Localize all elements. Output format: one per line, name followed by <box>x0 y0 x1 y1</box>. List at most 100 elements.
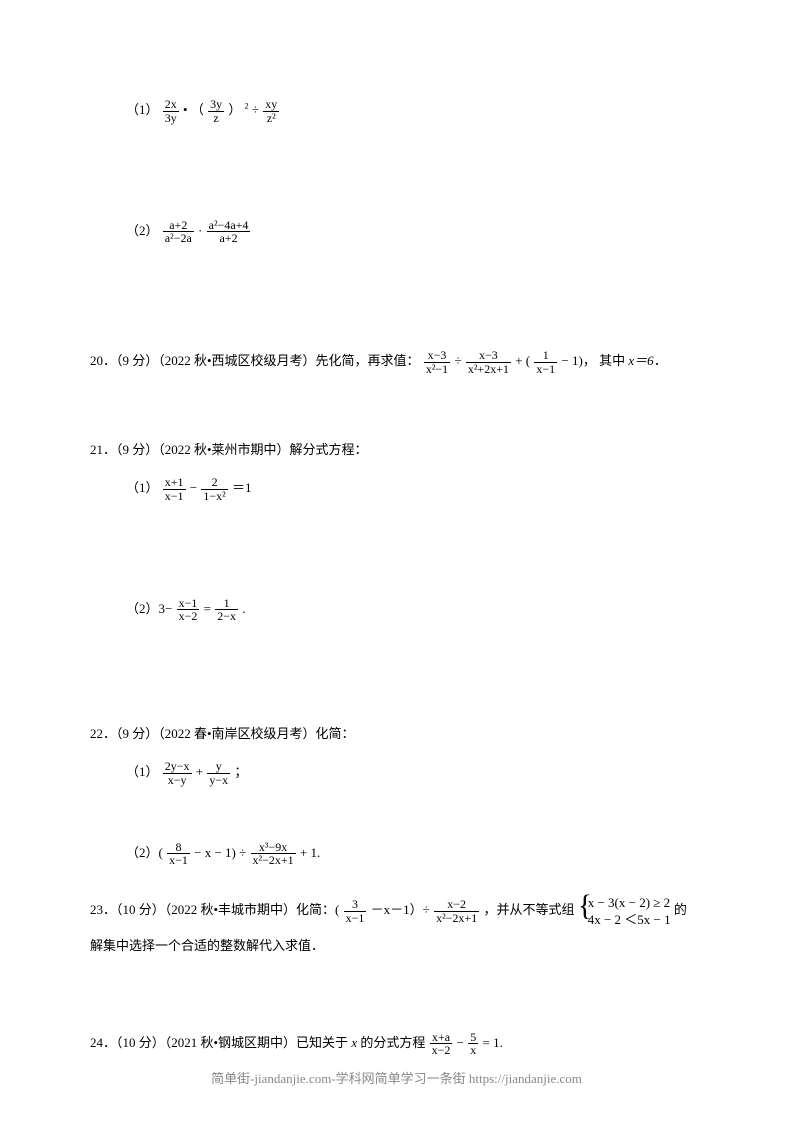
num: 1 <box>215 597 238 611</box>
frac: a²−4a+4 a+2 <box>207 219 251 245</box>
q20: 20．（9 分）（2022 秋•西城区校级月考）先化简，再求值： x−3 x²−… <box>90 347 703 376</box>
den: a²−2a <box>163 232 194 245</box>
op: = 1. <box>482 1035 502 1050</box>
label: （1） <box>126 764 159 779</box>
frac: xy z² <box>263 98 279 124</box>
num: 3y <box>208 98 224 112</box>
num: 5 <box>468 1031 478 1045</box>
num: x³−9x <box>251 841 296 855</box>
op: − <box>190 480 201 495</box>
label: （1） <box>126 102 159 117</box>
frac: 1 2−x <box>215 597 238 623</box>
frac: 3 x−1 <box>344 898 367 924</box>
den: x²−2x+1 <box>251 854 296 867</box>
frac: a+2 a²−2a <box>163 219 194 245</box>
op: + ( <box>515 353 530 368</box>
q22-sub1: （1） 2y−x x−y + y y−x ； <box>90 758 703 787</box>
text: 22．（9 分）（2022 春•南岸区校级月考）化简： <box>90 726 355 741</box>
den: x−2 <box>177 610 200 623</box>
case-row: 4x − 2 ＜5x − 1 <box>588 911 671 929</box>
op: ÷ <box>252 102 259 117</box>
page: （1） 2x 3y • （ 3y z ） 2 ÷ xy z² （2） a+2 a… <box>0 0 793 1122</box>
frac: x−1 x−2 <box>177 597 200 623</box>
num: 2x <box>163 98 179 112</box>
frac: 3y z <box>208 98 224 124</box>
op: ） <box>228 102 241 117</box>
exp: 2 <box>245 102 249 111</box>
page-footer: 简单街-jiandanjie.com-学科网简单学习一条街 https://ji… <box>0 1068 793 1087</box>
frac: 5 x <box>468 1031 478 1057</box>
q22: 22．（9 分）（2022 春•南岸区校级月考）化简： <box>90 720 703 749</box>
frac: 2 1−x² <box>201 476 227 502</box>
spacer <box>90 291 703 347</box>
num: xy <box>263 98 279 112</box>
frac: x−3 x²+2x+1 <box>466 349 511 375</box>
den: x−1 <box>344 912 367 925</box>
label: （2）( <box>126 845 163 860</box>
label: （2）3− <box>126 601 172 616</box>
text: 其中 <box>599 353 628 368</box>
frac: x+a x−2 <box>430 1031 453 1057</box>
frac: x³−9x x²−2x+1 <box>251 841 296 867</box>
case-brace: { x − 3(x − 2) ≥ 2 4x − 2 ＜5x − 1 <box>578 894 671 929</box>
op: + 1. <box>300 845 320 860</box>
text: 的分式方程 <box>360 1035 425 1050</box>
spacer <box>90 549 703 589</box>
op: − 1)， <box>561 353 595 368</box>
q21-sub2: （2）3− x−1 x−2 = 1 2−x . <box>90 595 703 624</box>
op: + <box>196 764 207 779</box>
den: x²−2x+1 <box>434 912 479 925</box>
num: 1 <box>534 349 557 363</box>
spacer <box>90 670 703 720</box>
spacer <box>90 171 703 211</box>
q24: 24．（10 分）（2021 秋•钢城区期中）已知关于 x 的分式方程 x+a … <box>90 1029 703 1058</box>
den: y−x <box>207 774 230 787</box>
den: 3y <box>163 112 179 125</box>
num: 8 <box>167 841 190 855</box>
op: ＝1 <box>232 480 252 495</box>
text: 的 <box>674 902 687 917</box>
var: x＝6． <box>628 353 666 368</box>
text: 解集中选择一个合适的整数解代入求值． <box>90 938 324 953</box>
text: ，并从不等式组 <box>483 902 574 917</box>
spacer <box>90 386 703 436</box>
op: − <box>457 1035 468 1050</box>
label: （2） <box>126 223 159 238</box>
q19-sub2: （2） a+2 a²−2a · a²−4a+4 a+2 <box>90 217 703 246</box>
text: 23．（10 分）（2022 秋•丰城市期中）化简：( <box>90 902 339 917</box>
den: x²+2x+1 <box>466 363 511 376</box>
den: a+2 <box>207 232 251 245</box>
num: 3 <box>344 898 367 912</box>
den: x−1 <box>167 854 190 867</box>
num: a+2 <box>163 219 194 233</box>
den: x−y <box>163 774 192 787</box>
frac: 2y−x x−y <box>163 760 192 786</box>
frac: x−3 x²−1 <box>424 349 450 375</box>
frac: x−2 x²−2x+1 <box>434 898 479 924</box>
den: x²−1 <box>424 363 450 376</box>
case-row: x − 3(x − 2) ≥ 2 <box>588 894 671 912</box>
den: x−1 <box>163 490 186 503</box>
text: ； <box>234 764 247 779</box>
spacer <box>90 973 703 1029</box>
num: x−1 <box>177 597 200 611</box>
q22-sub2: （2）( 8 x−1 − x − 1) ÷ x³−9x x²−2x+1 + 1. <box>90 839 703 868</box>
var: x <box>351 1035 360 1050</box>
spacer <box>90 813 703 833</box>
text: 21．（9 分）（2022 秋•莱州市期中）解分式方程： <box>90 442 368 457</box>
num: x−3 <box>466 349 511 363</box>
op: • （ <box>183 102 204 117</box>
op: · <box>198 223 206 238</box>
frac: x+1 x−1 <box>163 476 186 502</box>
op: = <box>204 601 215 616</box>
frac: 8 x−1 <box>167 841 190 867</box>
op: ÷ <box>454 353 464 368</box>
den: x−1 <box>534 363 557 376</box>
label: （1） <box>126 480 159 495</box>
text: 24．（10 分）（2021 秋•钢城区期中）已知关于 <box>90 1035 351 1050</box>
num: y <box>207 760 230 774</box>
den: x <box>468 1044 478 1057</box>
frac: 1 x−1 <box>534 349 557 375</box>
text: 20．（9 分）（2022 秋•西城区校级月考）先化简，再求值： <box>90 353 420 368</box>
q19-sub1: （1） 2x 3y • （ 3y z ） 2 ÷ xy z² <box>90 96 703 125</box>
